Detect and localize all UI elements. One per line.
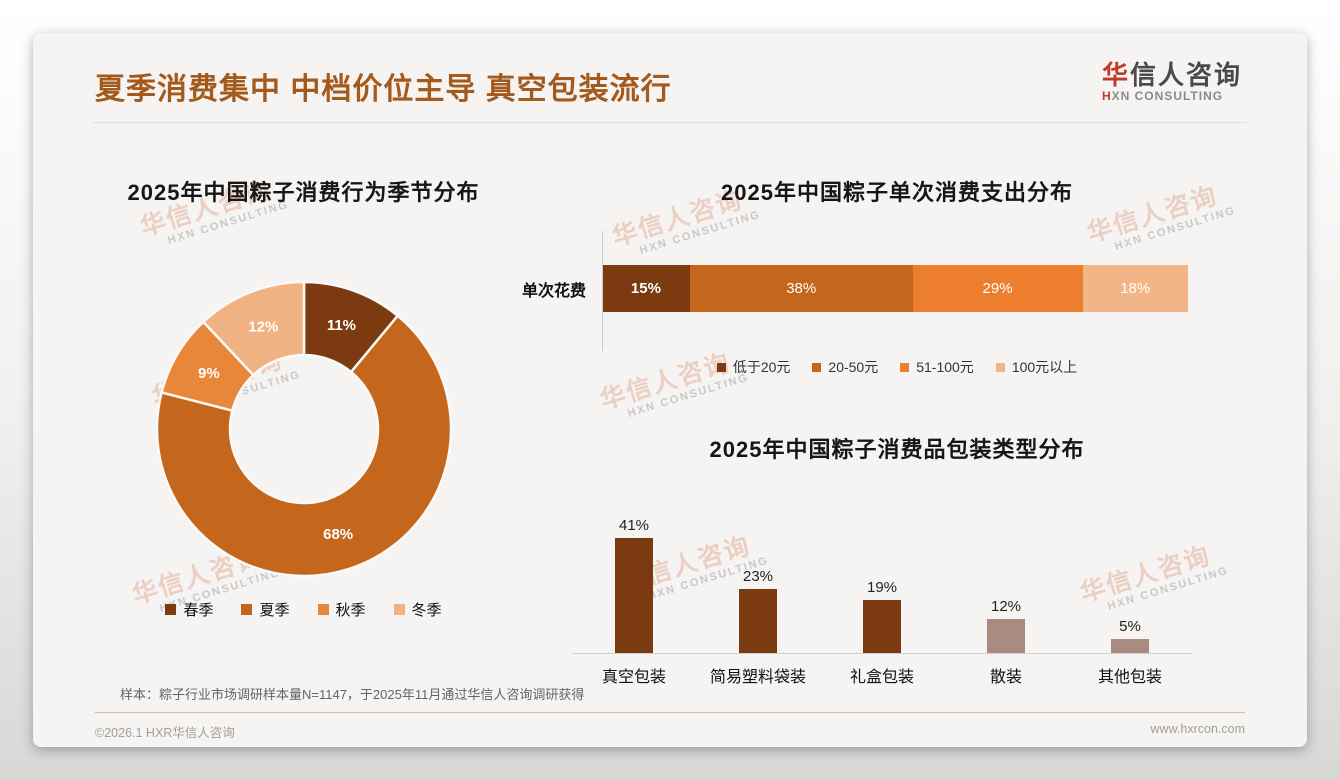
bar-category-label: 其他包装 bbox=[1097, 669, 1162, 686]
stacked-segment-100元以上: 18% bbox=[1082, 265, 1188, 312]
legend-item-低于20元: 低于20元 bbox=[716, 357, 791, 377]
sample-footnote: 样本：粽子行业市场调研样本量N=1147，于2025年11月通过华信人咨询调研获… bbox=[120, 687, 585, 702]
right-charts-section: 2025年中国粽子单次消费支出分布 单次花费 15% 38% 29% 18% 低于20… bbox=[510, 175, 1210, 687]
footer-copyright: ©2026.1 HXR华信人咨询 bbox=[95, 726, 235, 740]
legend-chip bbox=[900, 362, 910, 372]
bar-value-label: 5% bbox=[1119, 618, 1141, 635]
footer-website: www.hxrcon.com bbox=[1150, 722, 1245, 736]
legend-label: 51-100元 bbox=[916, 359, 974, 375]
page-title: 夏季消费集中 中档价位主导 真空包装流行 bbox=[95, 73, 672, 106]
legend-item-冬季: 冬季 bbox=[393, 599, 442, 620]
legend-label: 低于20元 bbox=[732, 359, 791, 375]
donut-value-label: 12% bbox=[248, 318, 278, 335]
bar-column-真空包装: 41% bbox=[572, 517, 696, 653]
bar-category-label: 礼盒包装 bbox=[849, 669, 914, 686]
bar-column-简易塑料袋装: 23% bbox=[696, 568, 820, 653]
stacked-segment-51-100元: 29% bbox=[912, 265, 1083, 312]
donut-svg: 11% 68% 9% 12% bbox=[155, 280, 452, 578]
bar-category-label: 真空包装 bbox=[601, 669, 666, 686]
logo-english-name: HXN CONSULTING bbox=[1101, 88, 1224, 103]
header: 夏季消费集中 中档价位主导 真空包装流行 华信人咨询 HXN CONSULTIN… bbox=[93, 33, 1247, 123]
packaging-category-labels: 真空包装 简易塑料袋装 礼盒包装 散装 其他包装 bbox=[572, 663, 1192, 687]
bar-真空包装 bbox=[615, 538, 653, 653]
legend-chip bbox=[165, 604, 177, 615]
bar-column-散装: 12% bbox=[944, 598, 1068, 653]
spend-axis-line bbox=[602, 231, 603, 351]
spend-stacked-bar-row: 单次花费 15% 38% 29% 18% bbox=[510, 231, 1210, 351]
bar-其他包装 bbox=[1111, 639, 1149, 653]
bar-category-label: 散装 bbox=[989, 669, 1022, 686]
spend-stacked-bar: 15% 38% 29% 18% bbox=[602, 265, 1188, 312]
donut-value-label: 9% bbox=[198, 365, 220, 382]
bar-value-label: 23% bbox=[742, 567, 774, 585]
legend-item-夏季: 夏季 bbox=[241, 599, 290, 620]
legend-label: 20-50元 bbox=[828, 359, 879, 375]
legend-chip bbox=[716, 362, 726, 372]
donut-slice-夏季 bbox=[155, 313, 452, 578]
season-donut-chart-section: 2025年中国粽子消费行为季节分布 11% 68% 9% 12% 春季 夏季 秋季 冬季 bbox=[61, 175, 546, 620]
legend-label: 秋季 bbox=[335, 602, 366, 619]
bar-散装 bbox=[987, 619, 1025, 653]
bar-礼盒包装 bbox=[863, 599, 901, 653]
spend-chart-title: 2025年中国粽子单次消费支出分布 bbox=[721, 180, 1073, 205]
bar-value-label: 19% bbox=[866, 578, 898, 596]
bar-value-label: 41% bbox=[618, 517, 650, 535]
legend-label: 夏季 bbox=[259, 602, 290, 619]
legend-chip bbox=[317, 604, 329, 615]
legend-item-51-100元: 51-100元 bbox=[900, 357, 974, 377]
packaging-chart-title: 2025年中国粽子消费品包装类型分布 bbox=[709, 437, 1085, 462]
slide-card: 华信人咨询 HXN CONSULTING 华信人咨询 HXN CONSULTING … bbox=[33, 33, 1307, 747]
legend-chip bbox=[393, 604, 405, 615]
donut-value-label: 68% bbox=[323, 526, 353, 543]
donut-slice-冬季 bbox=[201, 280, 305, 377]
logo-chinese-name: 华信人咨询 bbox=[1101, 60, 1242, 90]
legend-chip bbox=[241, 604, 253, 615]
legend-item-春季: 春季 bbox=[165, 599, 213, 620]
footer: ©2026.1 HXR华信人咨询 www.hxrcon.com bbox=[95, 712, 1245, 741]
bar-简易塑料袋装 bbox=[739, 588, 777, 653]
bar-column-其他包装: 5% bbox=[1068, 618, 1192, 653]
legend-item-秋季: 秋季 bbox=[317, 599, 366, 620]
bar-column-礼盒包装: 19% bbox=[820, 579, 944, 653]
season-legend: 春季 夏季 秋季 冬季 bbox=[61, 599, 546, 620]
legend-label: 春季 bbox=[183, 602, 214, 619]
season-chart-title: 2025年中国粽子消费行为季节分布 bbox=[127, 180, 480, 205]
stacked-segment-低于20元: 15% bbox=[602, 265, 690, 312]
spend-row-label: 单次花费 bbox=[521, 282, 586, 300]
bar-value-label: 12% bbox=[990, 598, 1022, 616]
bar-category-label: 简易塑料袋装 bbox=[709, 669, 806, 686]
legend-label: 100元以上 bbox=[1011, 359, 1078, 375]
legend-item-100元以上: 100元以上 bbox=[995, 357, 1078, 377]
legend-chip bbox=[812, 362, 822, 372]
legend-chip bbox=[995, 362, 1005, 372]
company-logo: 华信人咨询 HXN CONSULTING bbox=[1102, 61, 1242, 103]
donut-value-label: 11% bbox=[326, 317, 355, 334]
stacked-segment-20-50元: 38% bbox=[689, 265, 913, 312]
packaging-bar-chart: 41% 23% 19% 12% 5% bbox=[572, 504, 1192, 654]
legend-label: 冬季 bbox=[411, 602, 442, 619]
season-donut-chart: 11% 68% 9% 12% bbox=[149, 274, 459, 589]
legend-item-20-50元: 20-50元 bbox=[812, 357, 878, 377]
spend-legend: 低于20元 20-50元 51-100元 100元以上 bbox=[602, 357, 1192, 377]
